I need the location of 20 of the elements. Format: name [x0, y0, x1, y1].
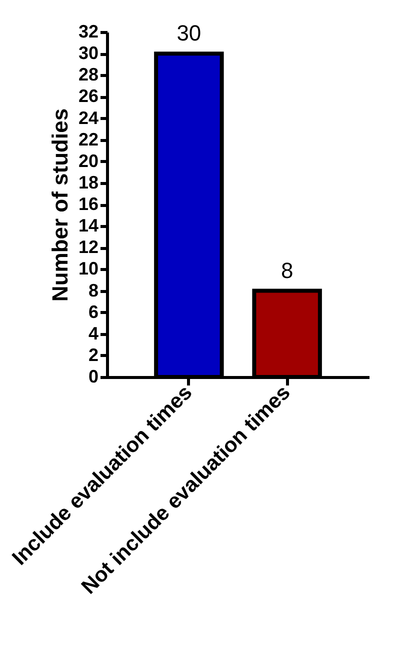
y-tick-label: 22	[78, 129, 98, 150]
y-axis-title: Number of studies	[47, 108, 72, 302]
y-tick-label: 4	[88, 323, 98, 344]
y-tick-label: 20	[78, 150, 98, 171]
y-tick-label: 14	[78, 216, 98, 236]
y-tick-label: 32	[78, 22, 98, 42]
y-tick-label: 0	[88, 366, 98, 386]
data-label: 30	[176, 20, 202, 46]
y-tick-label: 28	[78, 64, 98, 85]
y-tick-label: 6	[88, 302, 98, 322]
y-tick-label: 26	[78, 86, 98, 106]
y-tick-label: 12	[78, 237, 98, 258]
y-tick-label: 24	[78, 108, 98, 128]
y-tick-label: 10	[78, 258, 98, 279]
y-tick-label: 2	[88, 344, 98, 365]
y-tick-label: 8	[88, 280, 98, 300]
y-tick-label: 16	[78, 194, 98, 214]
data-label: 8	[280, 258, 294, 283]
y-tick-label: 18	[78, 172, 98, 192]
y-tick-label: 30	[78, 43, 98, 64]
